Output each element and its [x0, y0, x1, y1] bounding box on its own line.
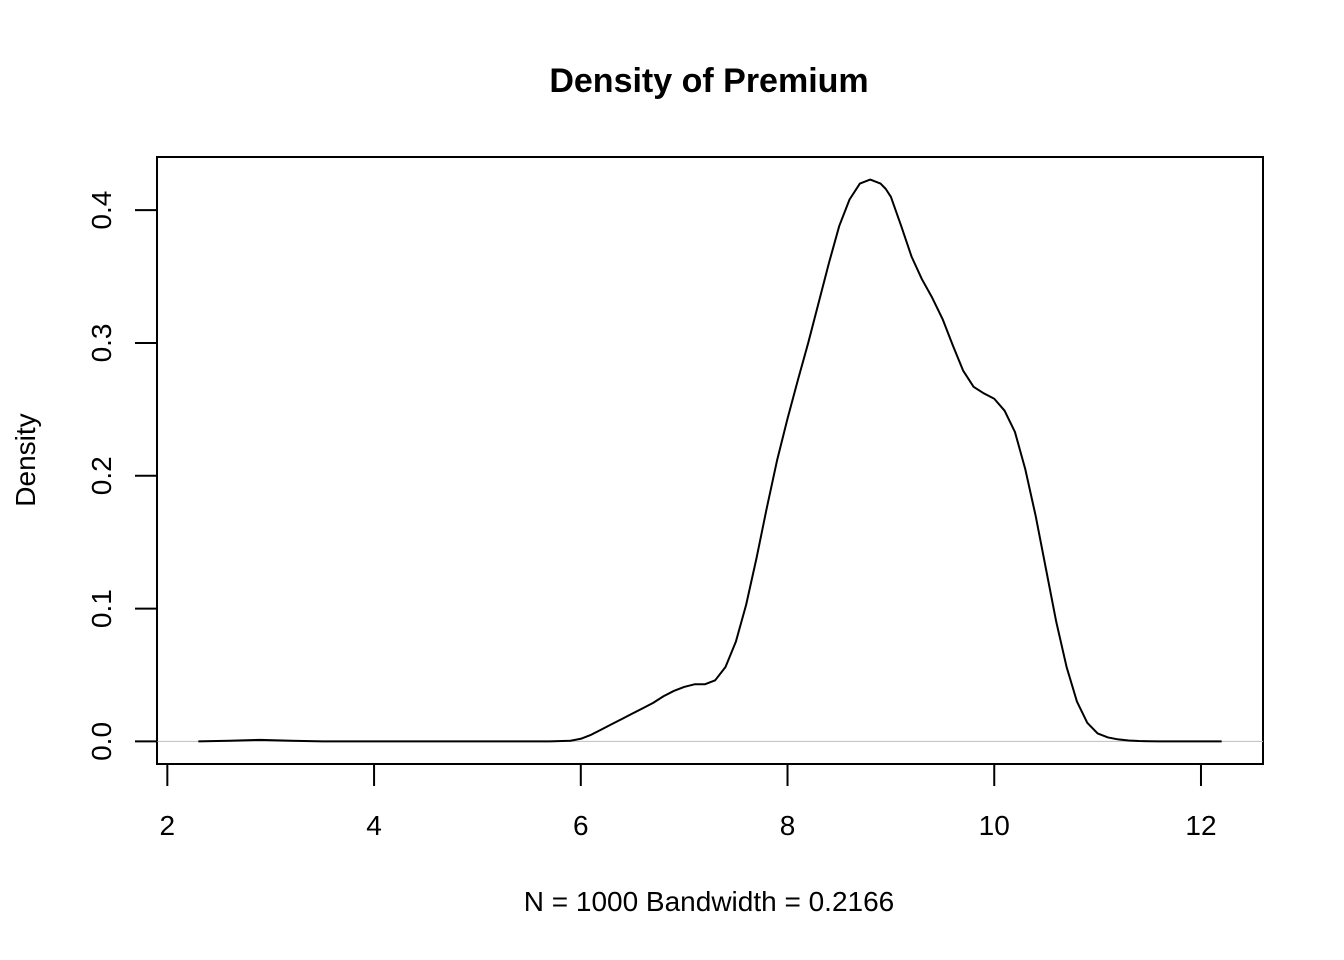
- plot-frame: [156, 156, 1264, 765]
- chart-title: Density of Premium: [549, 62, 868, 100]
- density-curve: [198, 178, 1222, 743]
- y-tick-label: 0.3: [86, 323, 117, 362]
- y-tick-label: 0.0: [86, 722, 117, 761]
- y-axis-label: Density: [10, 413, 41, 506]
- x-axis-label: N = 1000 Bandwidth = 0.2166: [524, 886, 895, 917]
- density-curve-layer: [198, 178, 1222, 743]
- x-tick-label: 10: [979, 810, 1010, 841]
- x-tick-label: 8: [780, 810, 796, 841]
- x-axis: 2 4 6 8 10 12: [160, 763, 1217, 841]
- y-tick-label: 0.4: [86, 191, 117, 230]
- y-tick-label: 0.1: [86, 589, 117, 628]
- x-tick-label: 2: [160, 810, 176, 841]
- x-tick-label: 12: [1185, 810, 1216, 841]
- y-axis: 0.0 0.1 0.2 0.3 0.4: [86, 191, 158, 761]
- y-tick-label: 0.2: [86, 456, 117, 495]
- x-tick-label: 4: [366, 810, 382, 841]
- x-tick-label: 6: [573, 810, 589, 841]
